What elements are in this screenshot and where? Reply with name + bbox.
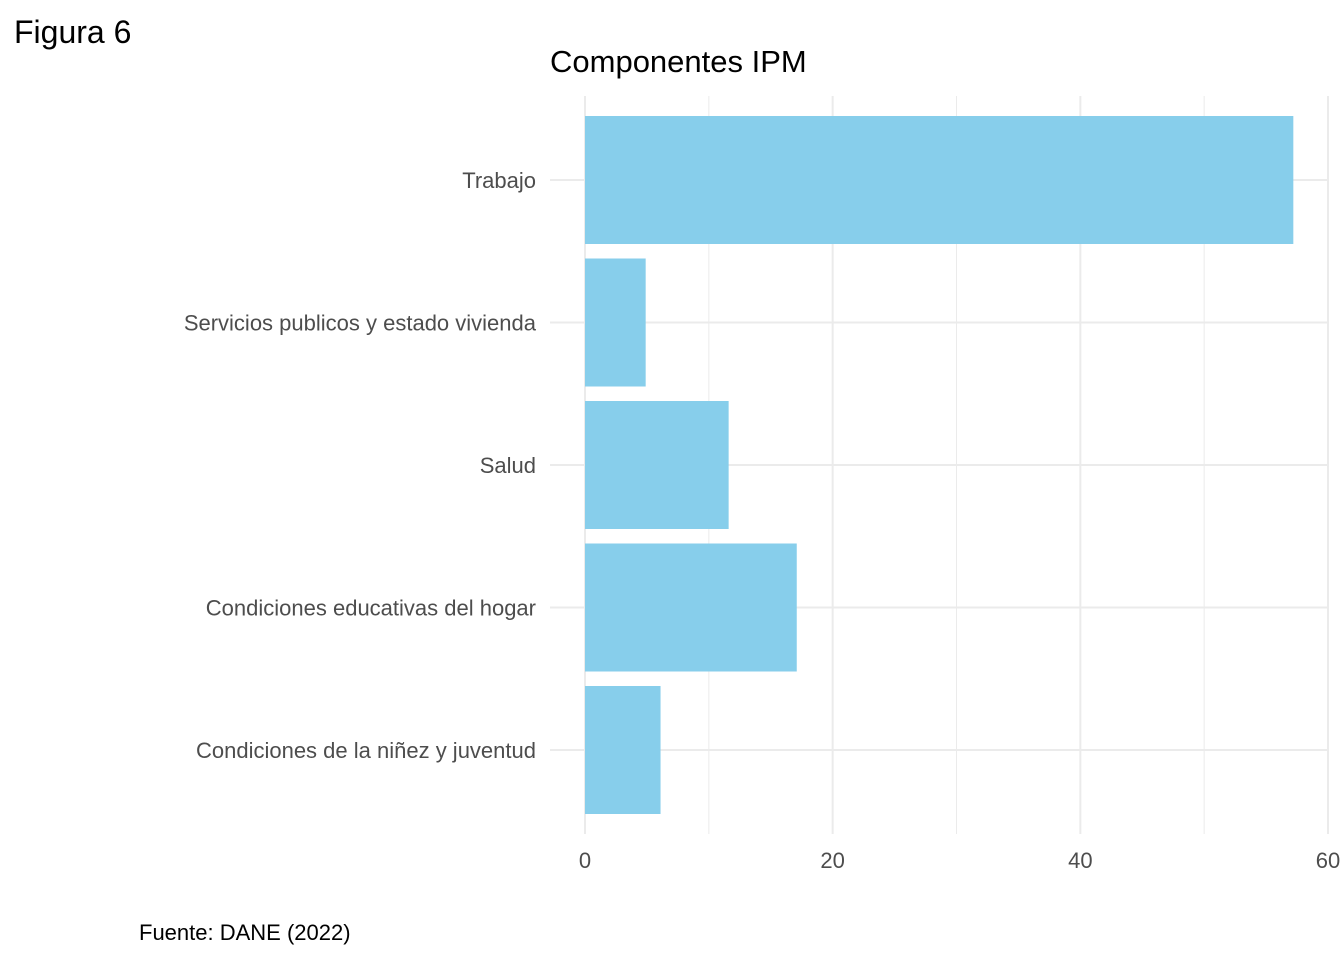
bar <box>585 401 729 529</box>
chart-title: Componentes IPM <box>550 44 807 79</box>
y-tick-label: Salud <box>480 453 536 478</box>
label-layer: Trabajo Servicios publicos y estado vivie… <box>184 168 1340 873</box>
y-tick-label: Servicios publicos y estado vivienda <box>184 311 537 336</box>
bar <box>585 543 797 672</box>
source-note: Fuente: DANE (2022) <box>139 920 351 945</box>
bar <box>585 258 646 387</box>
bar <box>585 116 1294 244</box>
x-tick-label: 0 <box>579 848 591 873</box>
y-tick-label: Condiciones de la niñez y juventud <box>196 738 536 763</box>
figure-label: Figura 6 <box>14 14 132 50</box>
x-tick-label: 20 <box>820 848 844 873</box>
x-tick-label: 60 <box>1316 848 1340 873</box>
y-tick-label: Trabajo <box>462 168 536 193</box>
x-tick-label: 40 <box>1068 848 1092 873</box>
bar-layer <box>585 116 1294 814</box>
bar <box>585 686 661 814</box>
y-tick-label: Condiciones educativas del hogar <box>206 596 536 621</box>
